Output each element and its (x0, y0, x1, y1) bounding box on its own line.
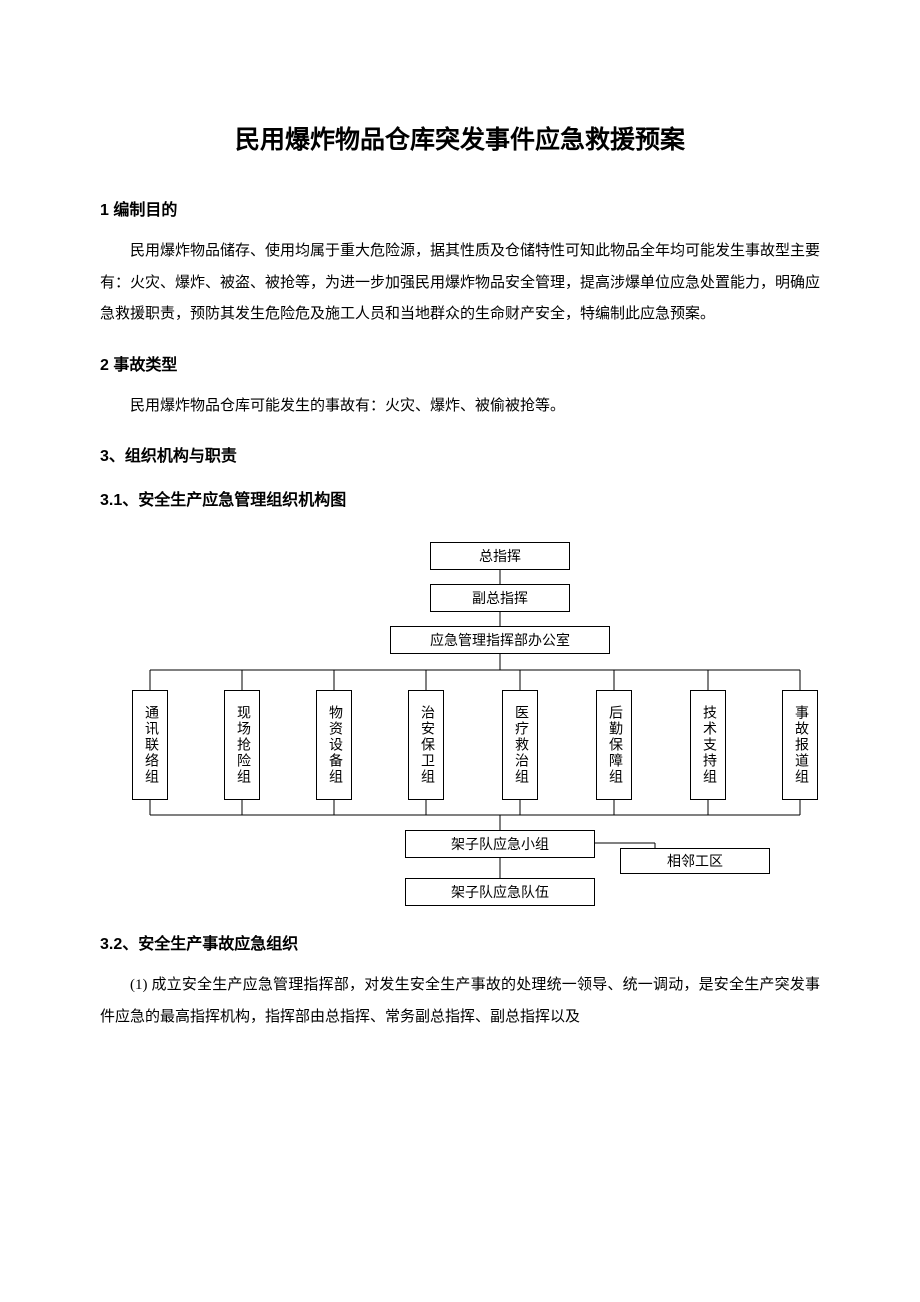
node-team1: 架子队应急小组 (405, 830, 595, 858)
node-group-7: 事故报道组 (782, 690, 818, 800)
sec31-head: 3.1、安全生产应急管理组织机构图 (100, 486, 820, 510)
node-group-2: 物资设备组 (316, 690, 352, 800)
sec32-head: 3.2、安全生产事故应急组织 (100, 930, 820, 954)
org-chart: 总指挥 副总指挥 应急管理指挥部办公室 通讯联络组 现场抢险组 物资设备组 治安… (100, 540, 820, 910)
sec32-para: (1) 成立安全生产应急管理指挥部，对发生安全生产事故的处理统一领导、统一调动，… (100, 970, 820, 1033)
sec1-head: 1 编制目的 (100, 196, 820, 220)
page-title: 民用爆炸物品仓库突发事件应急救援预案 (100, 120, 820, 156)
node-group-3: 治安保卫组 (408, 690, 444, 800)
node-group-4: 医疗救治组 (502, 690, 538, 800)
node-commander: 总指挥 (430, 542, 570, 570)
node-group-6: 技术支持组 (690, 690, 726, 800)
node-group-5: 后勤保障组 (596, 690, 632, 800)
node-adjacent: 相邻工区 (620, 848, 770, 874)
node-vice-commander: 副总指挥 (430, 584, 570, 612)
sec3-head: 3、组织机构与职责 (100, 442, 820, 466)
node-office: 应急管理指挥部办公室 (390, 626, 610, 654)
node-group-1: 现场抢险组 (224, 690, 260, 800)
node-group-0: 通讯联络组 (132, 690, 168, 800)
sec2-head: 2 事故类型 (100, 351, 820, 375)
sec2-para: 民用爆炸物品仓库可能发生的事故有：火灾、爆炸、被偷被抢等。 (100, 391, 820, 423)
node-team2: 架子队应急队伍 (405, 878, 595, 906)
sec1-para: 民用爆炸物品储存、使用均属于重大危险源，据其性质及仓储特性可知此物品全年均可能发… (100, 236, 820, 331)
